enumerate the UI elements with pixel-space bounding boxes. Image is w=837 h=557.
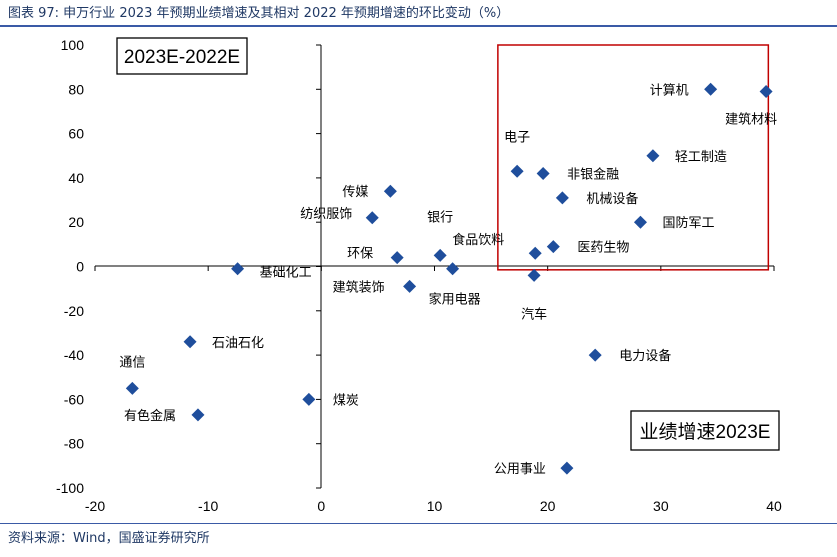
data-point	[390, 251, 404, 265]
xlabel-text: 业绩增速2023E	[640, 421, 771, 443]
point-label: 纺织服饰	[300, 207, 352, 222]
data-point	[704, 82, 718, 96]
ylabel-text: 2023E-2022E	[124, 47, 240, 68]
x-tick-labels: -20 -10 0 10 20 30 40	[85, 498, 782, 514]
source-divider	[0, 523, 837, 524]
data-point	[633, 215, 647, 229]
data-point	[191, 408, 205, 422]
point-label: 电子	[504, 130, 530, 145]
data-point	[536, 166, 550, 180]
data-point	[125, 381, 139, 395]
point-label: 国防军工	[662, 215, 714, 231]
title-divider	[0, 25, 837, 27]
point-label: 非银金融	[567, 166, 619, 182]
y-tick-label: 20	[68, 214, 84, 230]
point-label: 通信	[119, 355, 145, 370]
data-point	[433, 248, 447, 262]
highlight-region-box	[497, 44, 770, 271]
point-label: 环保	[347, 247, 373, 262]
data-point	[528, 246, 542, 260]
data-point	[646, 149, 660, 163]
data-point	[546, 240, 560, 254]
data-point	[403, 279, 417, 293]
point-label: 汽车	[521, 306, 547, 322]
y-tick-label: 100	[61, 37, 85, 53]
y-tick-labels: 100 80 60 40 20 0 -20 -40 -60 -80 -100	[56, 37, 84, 496]
y-tick-label: 80	[68, 81, 84, 97]
point-label: 家用电器	[429, 292, 481, 308]
data-point	[510, 164, 524, 178]
figure-title: 图表 97: 申万行业 2023 年预期业绩增速及其相对 2022 年预期增速的…	[8, 6, 510, 21]
point-label: 公用事业	[494, 462, 546, 477]
data-point	[383, 184, 397, 198]
point-label: 石油石化	[212, 336, 264, 351]
data-point	[446, 262, 460, 276]
point-label: 银行	[427, 210, 453, 225]
data-points	[125, 82, 773, 475]
x-tick-label: -10	[198, 498, 218, 514]
source-note: 资料来源：Wind，国盛证券研究所	[8, 531, 210, 546]
data-point	[527, 268, 541, 282]
y-tick-label: 60	[68, 126, 84, 142]
y-tick-label: 0	[76, 259, 84, 275]
y-tick-label: -20	[64, 303, 84, 319]
point-label: 食品饮料	[452, 232, 504, 248]
y-tick-label: -60	[64, 391, 84, 407]
data-point	[302, 392, 316, 406]
point-label: 建筑材料	[725, 112, 777, 128]
xlabel-box: 业绩增速2023E	[630, 410, 780, 451]
x-tick-label: 10	[427, 498, 443, 514]
point-label: 电力设备	[619, 348, 671, 364]
point-label: 医药生物	[577, 241, 629, 256]
point-label: 建筑装饰	[333, 279, 385, 295]
data-point	[555, 191, 569, 205]
data-point	[365, 211, 379, 225]
point-label: 轻工制造	[675, 150, 727, 165]
x-tick-label: -20	[85, 498, 105, 514]
data-point	[183, 335, 197, 349]
data-point	[560, 461, 574, 475]
y-tick-label: -80	[64, 436, 84, 452]
data-point	[588, 348, 602, 362]
x-tick-label: 20	[540, 498, 556, 514]
x-tick-label: 30	[653, 498, 669, 514]
x-tick-label: 0	[317, 498, 325, 514]
point-label: 基础化工	[260, 266, 312, 281]
y-tick-label: -40	[64, 347, 84, 363]
data-point	[231, 262, 245, 276]
ylabel-box: 2023E-2022E	[116, 37, 248, 75]
point-label: 煤炭	[333, 393, 359, 408]
x-tick-label: 40	[766, 498, 782, 514]
data-point	[759, 85, 773, 99]
point-label: 计算机	[650, 83, 689, 98]
y-tick-label: -100	[56, 480, 84, 496]
axes	[94, 44, 775, 489]
point-label: 机械设备	[586, 191, 638, 207]
point-label: 有色金属	[124, 408, 176, 424]
y-tick-label: 40	[68, 170, 84, 186]
point-label: 传媒	[342, 185, 368, 200]
